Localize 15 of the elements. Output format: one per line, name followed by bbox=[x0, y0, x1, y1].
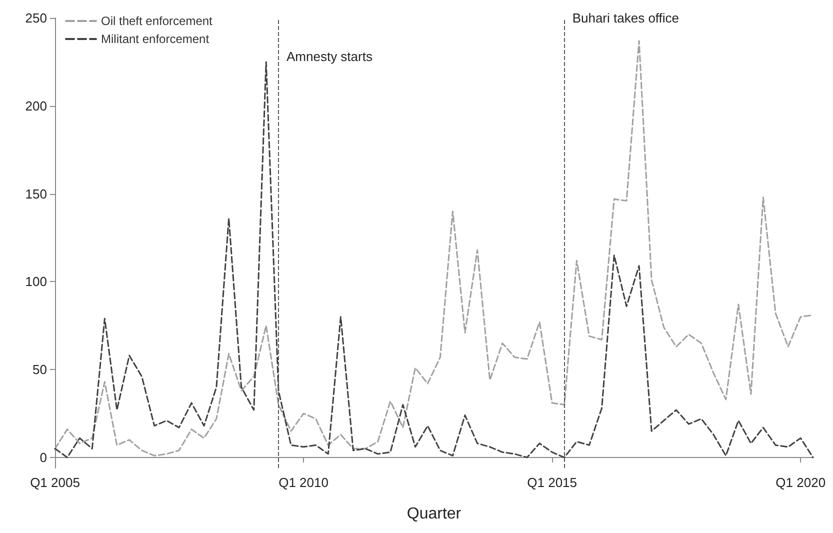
y-tick-label: 250 bbox=[25, 10, 47, 26]
x-axis-title: Quarter bbox=[406, 506, 462, 522]
y-tick-label: 200 bbox=[25, 98, 47, 114]
y-tick-label: 100 bbox=[25, 274, 47, 290]
x-tick-label: Q1 2005 bbox=[30, 475, 80, 490]
y-tick-label: 0 bbox=[40, 450, 47, 465]
annotation: Buhari takes office bbox=[572, 10, 680, 26]
annotation: Amnesty starts bbox=[286, 49, 373, 64]
legend-label: Oil theft enforcement bbox=[101, 14, 214, 28]
y-tick-label: 50 bbox=[32, 362, 47, 378]
y-tick-label: 150 bbox=[25, 186, 47, 202]
legend-label: Militant enforcement bbox=[101, 32, 210, 46]
x-tick-label: Q1 2020 bbox=[776, 475, 826, 490]
x-tick-label: Q1 2010 bbox=[278, 475, 328, 490]
x-tick-label: Q1 2015 bbox=[527, 475, 578, 490]
